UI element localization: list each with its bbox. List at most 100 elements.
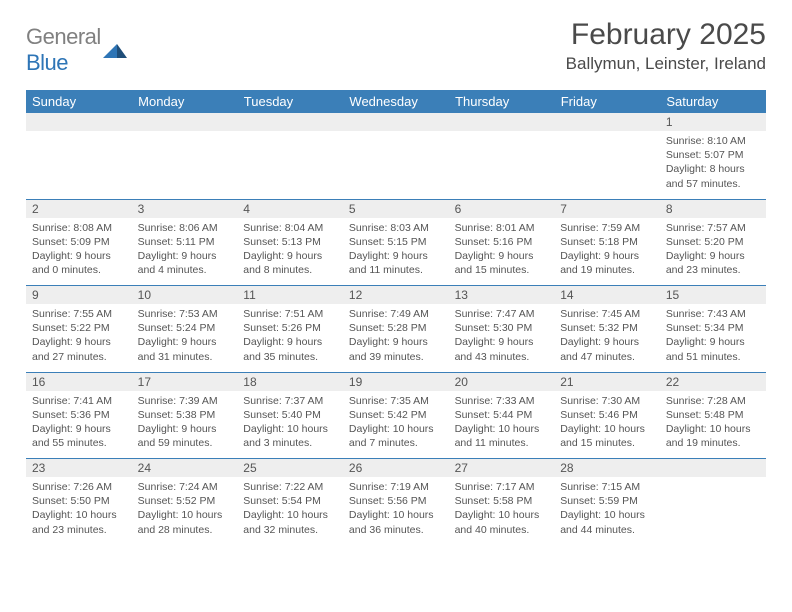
sunrise-line: Sunrise: 7:53 AM	[138, 307, 232, 321]
day-content-cell: Sunrise: 8:10 AMSunset: 5:07 PMDaylight:…	[660, 131, 766, 199]
daylight-line: Daylight: 9 hours and 51 minutes.	[666, 335, 760, 363]
sunset-line: Sunset: 5:36 PM	[32, 408, 126, 422]
sunrise-line: Sunrise: 7:37 AM	[243, 394, 337, 408]
title-block: February 2025 Ballymun, Leinster, Irelan…	[566, 18, 766, 74]
sunset-line: Sunset: 5:09 PM	[32, 235, 126, 249]
weekday-header: Sunday	[26, 90, 132, 113]
day-number-cell: 15	[660, 286, 766, 305]
sunrise-line: Sunrise: 7:17 AM	[455, 480, 549, 494]
daylight-line: Daylight: 9 hours and 23 minutes.	[666, 249, 760, 277]
day-number-cell: 21	[554, 372, 660, 391]
daylight-line: Daylight: 10 hours and 36 minutes.	[349, 508, 443, 536]
logo-word-blue: Blue	[26, 50, 68, 75]
day-number-cell: 13	[449, 286, 555, 305]
day-content-cell: Sunrise: 7:26 AMSunset: 5:50 PMDaylight:…	[26, 477, 132, 545]
day-number-row: 16171819202122	[26, 372, 766, 391]
sunrise-line: Sunrise: 7:45 AM	[560, 307, 654, 321]
day-content-cell: Sunrise: 7:55 AMSunset: 5:22 PMDaylight:…	[26, 304, 132, 372]
weekday-header: Tuesday	[237, 90, 343, 113]
day-content-cell: Sunrise: 7:15 AMSunset: 5:59 PMDaylight:…	[554, 477, 660, 545]
daylight-line: Daylight: 9 hours and 43 minutes.	[455, 335, 549, 363]
sunrise-line: Sunrise: 7:57 AM	[666, 221, 760, 235]
day-number-cell: 26	[343, 459, 449, 478]
daylight-line: Daylight: 8 hours and 57 minutes.	[666, 162, 760, 190]
logo: General Blue	[26, 18, 127, 76]
day-content-cell: Sunrise: 7:39 AMSunset: 5:38 PMDaylight:…	[132, 391, 238, 459]
sunset-line: Sunset: 5:58 PM	[455, 494, 549, 508]
sunrise-line: Sunrise: 7:43 AM	[666, 307, 760, 321]
day-content-cell: Sunrise: 7:43 AMSunset: 5:34 PMDaylight:…	[660, 304, 766, 372]
day-number-cell: 23	[26, 459, 132, 478]
sunrise-line: Sunrise: 7:39 AM	[138, 394, 232, 408]
day-content-cell: Sunrise: 7:45 AMSunset: 5:32 PMDaylight:…	[554, 304, 660, 372]
day-content-row: Sunrise: 7:55 AMSunset: 5:22 PMDaylight:…	[26, 304, 766, 372]
page-title: February 2025	[566, 18, 766, 52]
day-content-cell: Sunrise: 7:19 AMSunset: 5:56 PMDaylight:…	[343, 477, 449, 545]
day-content-cell: Sunrise: 7:49 AMSunset: 5:28 PMDaylight:…	[343, 304, 449, 372]
day-content-cell	[26, 131, 132, 199]
weekday-header: Wednesday	[343, 90, 449, 113]
day-content-cell: Sunrise: 7:47 AMSunset: 5:30 PMDaylight:…	[449, 304, 555, 372]
day-content-row: Sunrise: 7:26 AMSunset: 5:50 PMDaylight:…	[26, 477, 766, 545]
daylight-line: Daylight: 9 hours and 55 minutes.	[32, 422, 126, 450]
sunset-line: Sunset: 5:34 PM	[666, 321, 760, 335]
day-content-cell: Sunrise: 7:59 AMSunset: 5:18 PMDaylight:…	[554, 218, 660, 286]
sunset-line: Sunset: 5:16 PM	[455, 235, 549, 249]
weekday-header: Thursday	[449, 90, 555, 113]
day-content-cell	[237, 131, 343, 199]
sunset-line: Sunset: 5:07 PM	[666, 148, 760, 162]
day-content-cell: Sunrise: 7:24 AMSunset: 5:52 PMDaylight:…	[132, 477, 238, 545]
daylight-line: Daylight: 10 hours and 15 minutes.	[560, 422, 654, 450]
day-content-cell: Sunrise: 7:57 AMSunset: 5:20 PMDaylight:…	[660, 218, 766, 286]
day-content-cell: Sunrise: 8:06 AMSunset: 5:11 PMDaylight:…	[132, 218, 238, 286]
day-number-cell	[449, 113, 555, 131]
day-number-cell: 12	[343, 286, 449, 305]
daylight-line: Daylight: 10 hours and 19 minutes.	[666, 422, 760, 450]
day-content-cell: Sunrise: 8:08 AMSunset: 5:09 PMDaylight:…	[26, 218, 132, 286]
daylight-line: Daylight: 9 hours and 39 minutes.	[349, 335, 443, 363]
day-number-cell: 14	[554, 286, 660, 305]
daylight-line: Daylight: 9 hours and 31 minutes.	[138, 335, 232, 363]
daylight-line: Daylight: 9 hours and 0 minutes.	[32, 249, 126, 277]
sunset-line: Sunset: 5:32 PM	[560, 321, 654, 335]
daylight-line: Daylight: 9 hours and 15 minutes.	[455, 249, 549, 277]
day-number-cell: 27	[449, 459, 555, 478]
daylight-line: Daylight: 10 hours and 7 minutes.	[349, 422, 443, 450]
sunrise-line: Sunrise: 7:47 AM	[455, 307, 549, 321]
sunrise-line: Sunrise: 7:59 AM	[560, 221, 654, 235]
sunrise-line: Sunrise: 7:19 AM	[349, 480, 443, 494]
weekday-header-row: SundayMondayTuesdayWednesdayThursdayFrid…	[26, 90, 766, 113]
day-number-cell: 6	[449, 199, 555, 218]
sunrise-line: Sunrise: 7:51 AM	[243, 307, 337, 321]
day-content-cell: Sunrise: 8:01 AMSunset: 5:16 PMDaylight:…	[449, 218, 555, 286]
day-number-row: 9101112131415	[26, 286, 766, 305]
day-content-cell: Sunrise: 8:03 AMSunset: 5:15 PMDaylight:…	[343, 218, 449, 286]
sunset-line: Sunset: 5:42 PM	[349, 408, 443, 422]
daylight-line: Daylight: 9 hours and 19 minutes.	[560, 249, 654, 277]
sunrise-line: Sunrise: 7:49 AM	[349, 307, 443, 321]
daylight-line: Daylight: 9 hours and 4 minutes.	[138, 249, 232, 277]
day-content-cell: Sunrise: 7:51 AMSunset: 5:26 PMDaylight:…	[237, 304, 343, 372]
sunset-line: Sunset: 5:13 PM	[243, 235, 337, 249]
sunrise-line: Sunrise: 7:24 AM	[138, 480, 232, 494]
sunset-line: Sunset: 5:52 PM	[138, 494, 232, 508]
sunset-line: Sunset: 5:28 PM	[349, 321, 443, 335]
sunset-line: Sunset: 5:22 PM	[32, 321, 126, 335]
day-number-cell	[554, 113, 660, 131]
logo-word-general: General	[26, 24, 101, 49]
day-number-cell	[660, 459, 766, 478]
sunrise-line: Sunrise: 7:41 AM	[32, 394, 126, 408]
daylight-line: Daylight: 9 hours and 47 minutes.	[560, 335, 654, 363]
sunrise-line: Sunrise: 7:30 AM	[560, 394, 654, 408]
day-content-row: Sunrise: 8:10 AMSunset: 5:07 PMDaylight:…	[26, 131, 766, 199]
sunset-line: Sunset: 5:26 PM	[243, 321, 337, 335]
sunrise-line: Sunrise: 7:15 AM	[560, 480, 654, 494]
sunset-line: Sunset: 5:48 PM	[666, 408, 760, 422]
weekday-header: Friday	[554, 90, 660, 113]
day-content-cell	[554, 131, 660, 199]
day-number-cell: 2	[26, 199, 132, 218]
day-number-row: 232425262728	[26, 459, 766, 478]
day-content-cell	[343, 131, 449, 199]
sunset-line: Sunset: 5:54 PM	[243, 494, 337, 508]
day-content-cell: Sunrise: 7:33 AMSunset: 5:44 PMDaylight:…	[449, 391, 555, 459]
